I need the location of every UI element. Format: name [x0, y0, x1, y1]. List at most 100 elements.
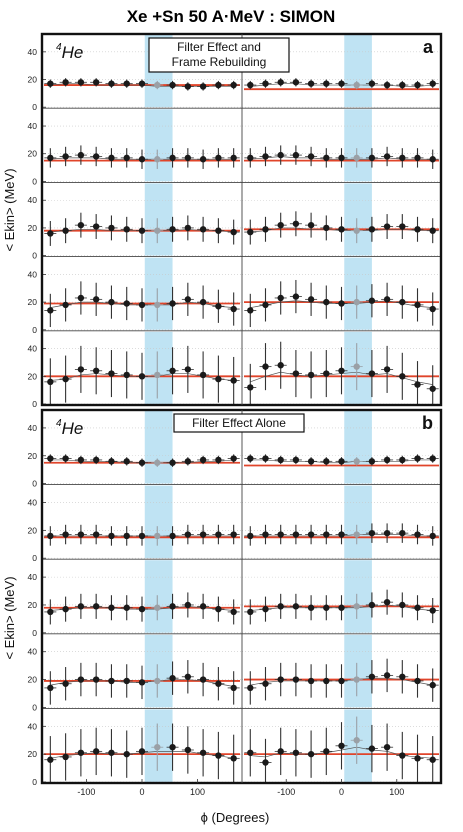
data-point — [414, 604, 421, 611]
data-point — [123, 458, 130, 465]
data-point — [262, 680, 269, 687]
data-point — [199, 371, 207, 379]
particle-label: 4He — [56, 418, 83, 438]
data-point — [307, 296, 315, 303]
data-point — [368, 80, 376, 87]
data-point — [169, 459, 176, 466]
data-point — [399, 81, 406, 89]
data-point — [184, 224, 192, 232]
data-point — [338, 80, 345, 87]
data-point — [383, 598, 391, 606]
data-point — [353, 81, 360, 89]
data-point — [123, 604, 130, 611]
x-tick-label: 0 — [339, 787, 344, 797]
data-point — [77, 79, 85, 86]
shaded-region — [144, 183, 173, 256]
data-point — [47, 756, 54, 763]
data-point — [383, 153, 391, 160]
data-point — [199, 603, 207, 610]
annotation-box — [148, 37, 290, 73]
data-point — [307, 604, 315, 611]
data-point — [368, 297, 376, 304]
data-point — [429, 532, 436, 540]
data-point — [323, 748, 330, 755]
data-point — [383, 223, 391, 230]
data-point — [429, 607, 436, 614]
data-point — [353, 298, 360, 306]
data-point — [399, 752, 406, 759]
data-point — [414, 677, 421, 685]
y-tick-label: 20 — [28, 75, 38, 85]
data-point — [108, 224, 115, 232]
data-point — [368, 529, 376, 537]
data-point — [184, 366, 192, 373]
shaded-region — [344, 634, 372, 708]
y-tick-label: 40 — [28, 498, 38, 508]
data-point — [292, 293, 300, 300]
y-tick-label: 40 — [28, 572, 38, 582]
data-point — [247, 749, 254, 756]
data-point — [247, 154, 254, 162]
data-point — [399, 601, 406, 609]
data-point — [230, 228, 237, 236]
data-point — [307, 371, 315, 379]
data-point — [383, 529, 391, 537]
data-point — [307, 153, 315, 160]
shaded-region — [344, 411, 372, 484]
panel-frame — [40, 408, 443, 785]
data-point — [215, 81, 222, 89]
data-point — [123, 677, 130, 685]
y-tick-label: 20 — [28, 223, 38, 233]
data-point — [368, 745, 376, 752]
data-point — [47, 80, 54, 87]
data-point — [154, 227, 161, 234]
data-point — [215, 752, 222, 759]
x-tick-label: -100 — [277, 787, 295, 797]
data-point — [62, 455, 69, 462]
shaded-region — [344, 35, 372, 108]
shaded-region — [344, 485, 372, 559]
data-point — [368, 458, 376, 465]
data-point — [277, 221, 284, 229]
y-tick-label: 40 — [28, 423, 38, 433]
y-tick-label: 40 — [28, 121, 38, 131]
data-point — [368, 226, 376, 233]
data-point — [77, 676, 85, 683]
data-point — [215, 154, 222, 162]
data-point — [277, 294, 284, 302]
data-point — [77, 294, 85, 302]
data-point — [47, 455, 54, 462]
data-point — [323, 224, 330, 232]
data-point — [154, 677, 161, 685]
y-tick-label: 20 — [28, 675, 38, 685]
data-point — [429, 156, 436, 163]
y-tick-label: 0 — [32, 325, 37, 335]
data-point — [62, 531, 69, 538]
data-point — [247, 608, 254, 616]
data-point — [292, 603, 300, 610]
y-tick-label: 0 — [32, 251, 37, 261]
data-point — [399, 673, 406, 680]
data-point — [429, 227, 436, 234]
data-point — [215, 375, 222, 383]
data-point — [108, 458, 115, 465]
data-point — [77, 603, 85, 610]
data-point — [169, 300, 176, 307]
data-point — [353, 458, 360, 465]
data-point — [292, 676, 300, 683]
data-point — [92, 603, 100, 610]
data-point — [138, 301, 146, 309]
data-point — [292, 531, 300, 538]
data-point — [154, 459, 161, 466]
data-point — [230, 531, 237, 538]
y-tick-label: 40 — [28, 721, 38, 731]
shaded-region — [344, 183, 372, 256]
data-point — [247, 455, 254, 462]
data-point — [338, 154, 345, 162]
y-tick-label: 20 — [28, 600, 38, 610]
data-point — [62, 753, 69, 761]
data-point — [383, 744, 391, 751]
shaded-region — [344, 560, 372, 633]
y-tick-label: 40 — [28, 344, 38, 354]
